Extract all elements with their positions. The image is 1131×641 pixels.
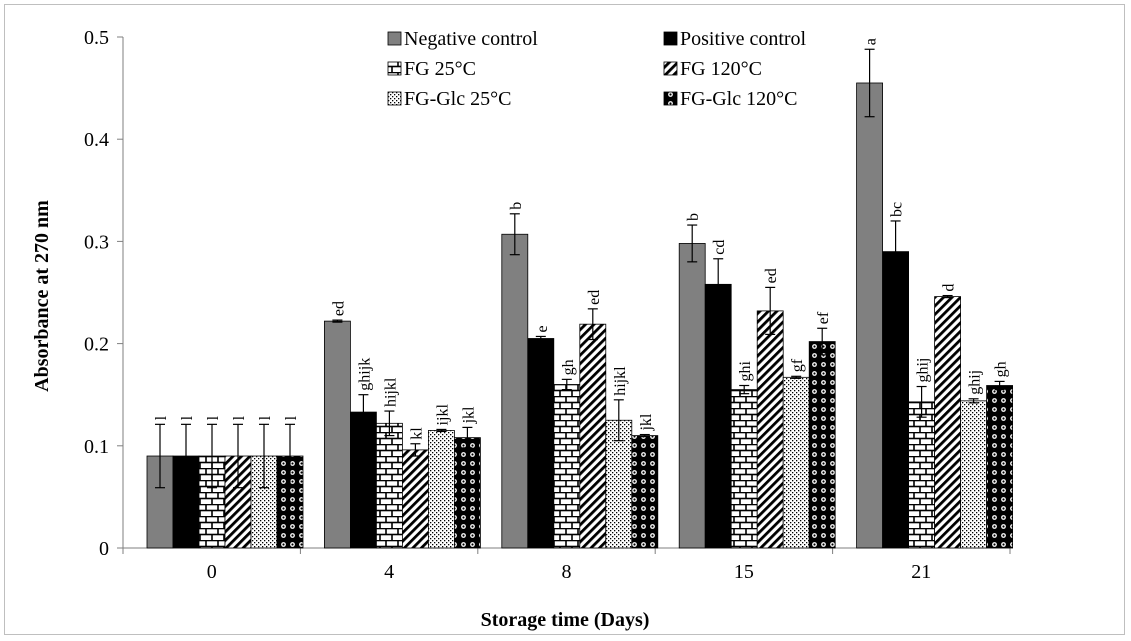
bar xyxy=(678,243,706,549)
bar xyxy=(527,338,555,549)
y-tick-label: 0.1 xyxy=(84,436,109,458)
significance-letter: kl xyxy=(408,427,425,440)
significance-letter: l xyxy=(283,415,300,420)
significance-letter: b xyxy=(685,213,702,221)
significance-letter: e xyxy=(534,325,551,332)
y-tick-label: 0.4 xyxy=(84,129,109,151)
significance-letter: l xyxy=(153,415,170,420)
bar xyxy=(986,385,1013,549)
bar xyxy=(375,422,403,549)
y-axis-label: Absorbance at 270 nm xyxy=(31,200,53,392)
x-tick-label: 15 xyxy=(734,561,754,583)
significance-letter: gf xyxy=(789,358,806,372)
significance-letter: ijkl xyxy=(434,404,451,426)
significance-letter: ghi xyxy=(737,361,754,382)
bar xyxy=(579,323,607,549)
significance-letter: hijkl xyxy=(612,366,629,396)
y-tick-label: 0.3 xyxy=(84,231,109,253)
significance-letter: cd xyxy=(711,240,728,255)
x-tick-label: 21 xyxy=(911,561,931,583)
legend-swatch xyxy=(663,61,678,76)
bar xyxy=(427,430,455,549)
bar xyxy=(704,283,732,549)
significance-letter: ed xyxy=(763,268,780,283)
x-tick-label: 0 xyxy=(207,561,217,583)
significance-letter: ghij xyxy=(915,358,932,383)
bar xyxy=(453,437,481,549)
bar xyxy=(756,310,784,549)
bar xyxy=(605,419,633,549)
legend-swatch xyxy=(663,31,678,46)
bar xyxy=(501,233,529,549)
bar xyxy=(882,251,909,549)
significance-letter: jkl xyxy=(460,406,477,424)
significance-letter: ed xyxy=(586,290,603,305)
significance-letter: gh xyxy=(993,361,1010,377)
legend-swatch xyxy=(387,91,402,106)
legend-label: Positive control xyxy=(680,28,807,50)
legend-swatch xyxy=(387,31,402,46)
legend-label: FG-Glc 25°C xyxy=(404,88,511,110)
legend: Negative control Positive control FG 25°C F… xyxy=(387,28,807,110)
bar xyxy=(553,384,581,549)
bar xyxy=(323,320,351,549)
y-tick-label: 0.2 xyxy=(84,334,109,356)
significance-letter: l xyxy=(231,415,248,420)
legend-swatch xyxy=(663,91,678,106)
significance-letter: ed xyxy=(330,301,347,316)
bar xyxy=(908,401,935,549)
y-tick-label: 0.5 xyxy=(84,27,109,49)
x-tick-label: 4 xyxy=(384,561,394,583)
significance-letter: l xyxy=(179,415,196,420)
x-axis-label: Storage time (Days) xyxy=(481,609,650,631)
significance-letter: jkl xyxy=(638,413,655,431)
bar xyxy=(631,435,659,549)
significance-letter: d xyxy=(941,284,958,292)
significance-letter: b xyxy=(508,202,525,210)
legend-label: FG 120°C xyxy=(680,58,762,80)
legend-label: Negative control xyxy=(404,28,538,50)
significance-letter: ghij xyxy=(967,370,984,395)
significance-letter: gh xyxy=(560,359,577,375)
bar xyxy=(782,376,810,549)
significance-letter: bc xyxy=(889,202,906,217)
bar xyxy=(401,449,429,549)
bar xyxy=(856,82,883,549)
significance-letter: a xyxy=(863,38,880,45)
bar xyxy=(730,389,758,549)
legend-swatch xyxy=(387,61,402,76)
legend-label: FG-Glc 120°C xyxy=(680,88,797,110)
y-tick-label: 0 xyxy=(99,538,109,560)
axes: 0 0.1 0.2 0.3 0.4 0.5 0 4 8 15 21 xyxy=(84,27,1011,583)
significance-letter: l xyxy=(257,415,274,420)
x-tick-label: 8 xyxy=(562,561,572,583)
significance-letter: ghijk xyxy=(356,358,373,391)
bar xyxy=(960,400,987,549)
significance-letter: l xyxy=(205,415,222,420)
legend-label: FG 25°C xyxy=(404,58,476,80)
bar xyxy=(934,296,961,549)
chart-frame xyxy=(4,4,1125,635)
bar xyxy=(808,341,836,549)
significance-letter: hijkl xyxy=(382,377,399,407)
bar xyxy=(349,411,377,549)
significance-letter: ef xyxy=(815,311,832,324)
